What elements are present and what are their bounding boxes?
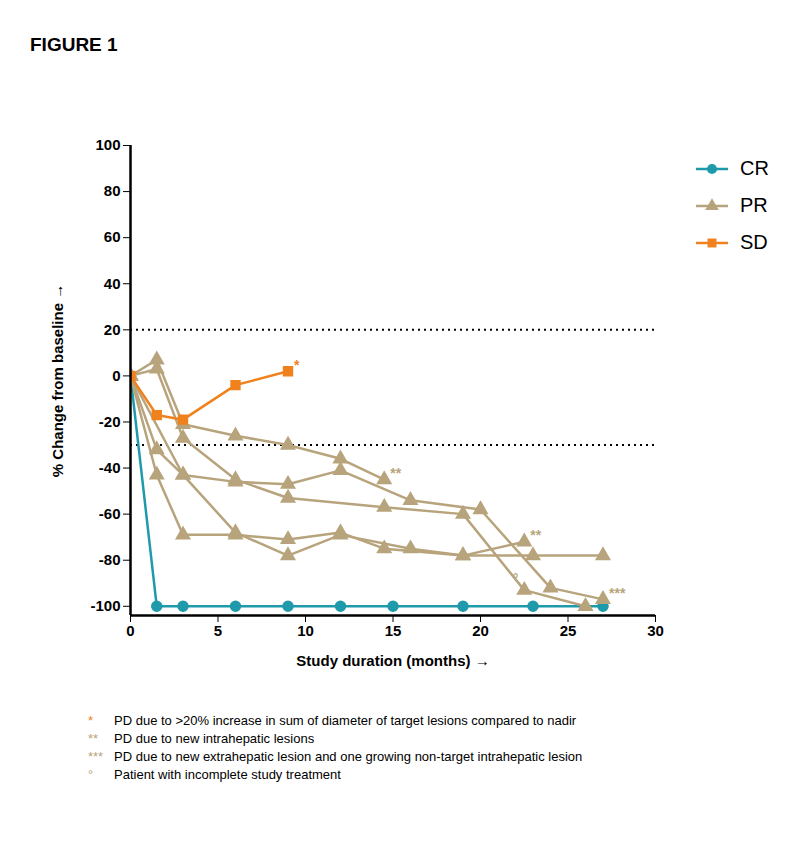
svg-text:% Change from baseline →: % Change from baseline → xyxy=(49,284,66,477)
svg-text:30: 30 xyxy=(647,622,664,639)
html-text:Patient with incomplete study: Patient with incomplete study treatment xyxy=(114,767,341,782)
html-text:CR: CR xyxy=(740,157,769,179)
svg-text:-20: -20 xyxy=(99,413,121,430)
svg-text:-60: -60 xyxy=(99,505,121,522)
svg-text:0: 0 xyxy=(126,622,134,639)
svg-text:-80: -80 xyxy=(99,551,121,568)
svg-text:-100: -100 xyxy=(90,597,120,614)
html-text:PD due to >20% increase in sum: PD due to >20% increase in sum of diamet… xyxy=(114,713,577,728)
html-text:SD: SD xyxy=(740,231,768,253)
html-text:% change of target lesions fro: % change of target lesions from baseline… xyxy=(164,94,616,111)
svg-text:*: * xyxy=(294,357,300,373)
html-text:FIGURE 1: FIGURE 1 xyxy=(30,34,118,55)
html-text:PD due to new extrahepatic les: PD due to new extrahepatic lesion and on… xyxy=(114,749,583,764)
svg-text:40: 40 xyxy=(104,275,121,292)
svg-text:25: 25 xyxy=(560,622,577,639)
svg-text:**: ** xyxy=(390,465,401,481)
svg-text:10: 10 xyxy=(297,622,314,639)
svg-text:100: 100 xyxy=(95,136,120,153)
svg-text:**: ** xyxy=(530,527,541,543)
html-text:PR: PR xyxy=(740,194,768,216)
svg-text:60: 60 xyxy=(104,228,121,245)
svg-text:80: 80 xyxy=(104,182,121,199)
html-text:PD due to new intrahepatic les: PD due to new intrahepatic lesions xyxy=(114,731,315,746)
svg-text:°: ° xyxy=(513,571,519,587)
svg-text:20: 20 xyxy=(104,321,121,338)
svg-text:15: 15 xyxy=(385,622,402,639)
svg-text:Study duration (months) →: Study duration (months) → xyxy=(296,652,489,669)
svg-text:-40: -40 xyxy=(99,459,121,476)
svg-text:20: 20 xyxy=(472,622,489,639)
svg-text:0: 0 xyxy=(112,367,120,384)
svg-text:***: *** xyxy=(609,585,626,601)
svg-text:5: 5 xyxy=(214,622,222,639)
